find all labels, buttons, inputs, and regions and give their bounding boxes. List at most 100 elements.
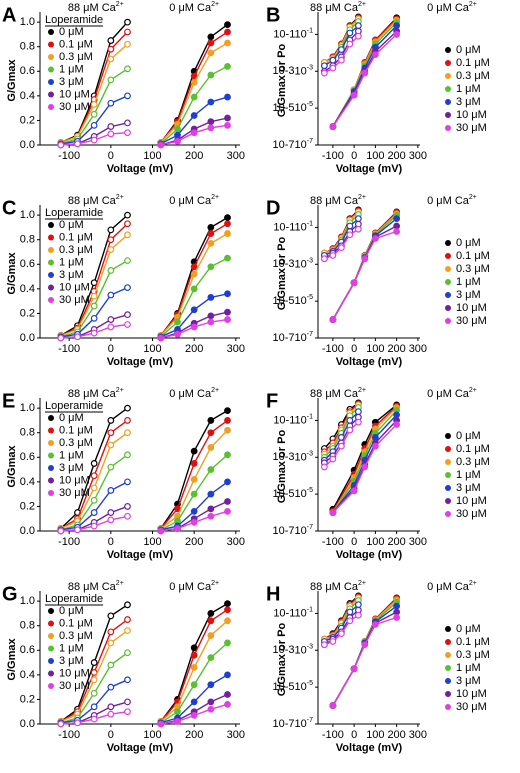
legend-label: 0.1 μM [59, 38, 93, 50]
legend-marker [445, 305, 451, 311]
data-point [207, 239, 215, 247]
legend-marker [48, 427, 54, 434]
legend-label: 10 μM [456, 302, 487, 314]
condition-label: 88 μM Ca2+ [310, 580, 366, 593]
y-tick-label: 10-310-3 [272, 257, 313, 270]
legend-label: 0.1 μM [59, 231, 93, 243]
data-point [207, 71, 215, 79]
data-point [224, 691, 231, 698]
data-point [190, 323, 198, 331]
legend-label: 3 μM [456, 482, 481, 494]
data-point [354, 601, 362, 609]
y-tick-label: 10-710-7 [272, 524, 313, 537]
legend-label: 3 μM [456, 289, 481, 301]
x-tick-label: 200 [185, 343, 203, 355]
data-point [371, 235, 379, 242]
legend-marker [48, 54, 54, 60]
x-tick-label: 100 [366, 729, 384, 741]
data-point [393, 421, 401, 428]
legend-marker [48, 234, 54, 241]
y-axis-label: G/Gmax or Po [276, 44, 288, 118]
data-point [90, 101, 98, 108]
condition-label: 0 μM Ca2+ [427, 194, 477, 207]
data-point [124, 40, 131, 48]
legend-label: 1 μM [456, 469, 481, 481]
data-point [124, 627, 131, 635]
legend-label: 0 μM [59, 412, 84, 424]
condition-label: 88 μM Ca2+ [310, 387, 366, 400]
data-point [329, 252, 337, 259]
data-point [346, 417, 354, 424]
data-point [224, 121, 231, 129]
data-point [124, 18, 131, 26]
data-point [224, 62, 231, 70]
legend-marker [48, 633, 54, 639]
data-point [337, 630, 345, 638]
legend-label: 0.1 μM [456, 636, 490, 648]
data-point [393, 31, 401, 38]
data-point [207, 698, 215, 706]
y-axis-label: G/Gmax or Po [276, 623, 288, 697]
data-point [354, 32, 362, 40]
y-tick-label: 0.0 [20, 332, 35, 344]
legend-marker [48, 284, 54, 291]
legend-label: 1 μM [59, 449, 84, 461]
data-point [329, 316, 337, 323]
data-point [354, 22, 362, 30]
data-point [393, 602, 401, 610]
data-point [361, 69, 369, 77]
data-point [90, 121, 98, 129]
data-point [346, 608, 354, 616]
condition-label: 0 μM Ca2+ [169, 194, 219, 207]
data-point [207, 224, 215, 231]
x-tick-label: 200 [387, 536, 405, 548]
data-point [371, 51, 379, 59]
legend-marker [48, 490, 54, 496]
x-tick-label: 300 [409, 343, 427, 355]
data-point [107, 463, 115, 471]
data-point [124, 257, 131, 265]
y-tick-label: 0.6 [20, 65, 35, 77]
data-point [74, 526, 81, 534]
y-tick-label: 1.0 [20, 209, 35, 221]
legend-marker [445, 472, 451, 478]
data-point [90, 522, 98, 530]
legend-marker [445, 704, 451, 710]
y-tick-label: 10-510-5 [272, 680, 313, 693]
condition-label: 88 μM Ca2+ [68, 1, 124, 14]
data-point [174, 137, 181, 145]
data-point [124, 65, 131, 73]
x-tick-label: 300 [409, 150, 427, 162]
data-point [107, 226, 115, 234]
data-point [107, 417, 115, 424]
legend-marker [48, 683, 54, 689]
data-point [207, 512, 215, 520]
data-point [124, 231, 131, 239]
legend-marker [445, 60, 451, 66]
x-tick-label: 0 [108, 150, 114, 162]
y-tick-label: 10-310-3 [272, 643, 313, 656]
legend-marker [445, 86, 451, 92]
data-point [107, 323, 115, 331]
data-point [107, 246, 115, 253]
legend-label: 30 μM [59, 487, 90, 499]
legend-marker [445, 240, 451, 246]
data-point [224, 308, 231, 316]
legend-label: 0 μM [59, 219, 84, 231]
data-point [207, 654, 215, 662]
legend-title: Loperamide [45, 207, 103, 219]
data-point [107, 703, 115, 711]
x-tick-label: 300 [227, 729, 245, 741]
legend-marker [48, 104, 54, 110]
x-tick-label: 0 [351, 343, 357, 355]
data-point [224, 617, 231, 625]
data-point [90, 314, 98, 322]
data-point [393, 228, 401, 235]
data-point [90, 484, 98, 492]
x-tick-label: 300 [227, 150, 245, 162]
data-point [329, 638, 337, 645]
panel-label: H [266, 583, 280, 605]
y-tick-label: 0.0 [20, 139, 35, 151]
data-point [190, 263, 198, 271]
